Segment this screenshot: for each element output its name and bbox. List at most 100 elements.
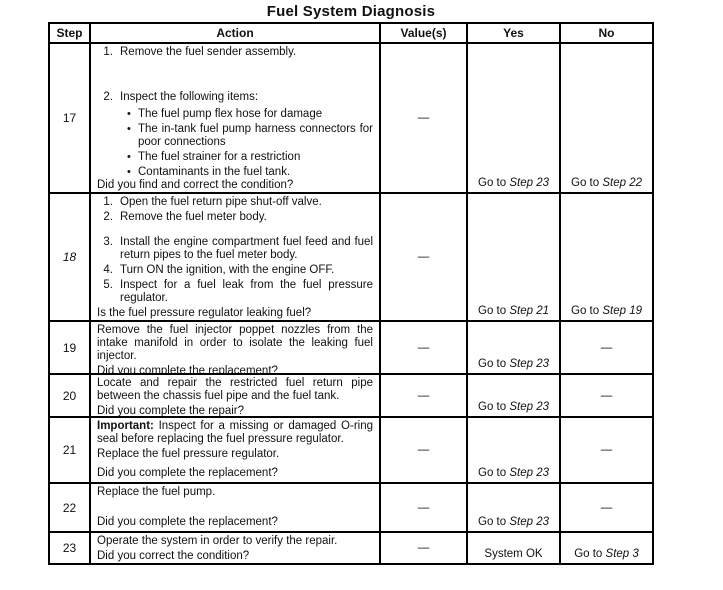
goto-text: Go to [574,548,603,560]
action-item: 4. Turn ON the ignition, with the engine… [97,264,373,277]
question-text: Did you complete the replacement? [97,365,278,373]
value-cell: — [381,375,468,416]
action-cell: Replace the fuel pump. Did you complete … [91,484,381,531]
table-row-step-18: 18 1. Open the fuel return pipe shut-off… [50,192,652,320]
action-item: 1. Open the fuel return pipe shut-off va… [97,196,373,209]
no-cell: Go to Step 3 [561,533,652,563]
goto-text: Go to [478,401,507,413]
action-text: Operate the system in order to verify th… [97,535,338,547]
header-step: Step [50,24,91,42]
no-cell: — [561,484,652,531]
table-header-row: Step Action Value(s) Yes No [50,24,652,42]
bullet-text: Contaminants in the fuel tank. [138,166,291,178]
goto-step-ref: Step 23 [509,358,549,370]
yes-cell: Go to Step 23 [468,418,561,482]
question-text: Did you correct the condition? [97,550,250,562]
value-cell: — [381,322,468,373]
value-cell: — [381,533,468,563]
bullet-item: • The in-tank fuel pump harness connecto… [127,123,373,149]
no-cell: Go to Step 19 [561,194,652,320]
item-text: Inspect the following items: [120,91,259,103]
goto-text: Go to [478,467,507,479]
bullet-text: The in-tank fuel pump harness connectors… [138,123,373,148]
no-cell: — [561,375,652,416]
table-row-step-17: 17 1. Remove the fuel sender assembly. 2… [50,42,652,192]
step-number: 21 [50,418,91,482]
item-text: Turn ON the ignition, with the engine OF… [120,264,335,276]
goto-step-ref: Step 23 [509,177,549,189]
value-cell: — [381,418,468,482]
yes-cell: Go to Step 21 [468,194,561,320]
bullet-text: The fuel pump flex hose for damage [138,108,323,120]
bullet-icon: • [127,151,131,163]
goto-step-ref: Step 23 [509,401,549,413]
item-text: Open the fuel return pipe shut-off valve… [120,196,322,208]
goto-step-ref: Step 3 [605,548,639,560]
item-number: 2. [103,211,113,223]
bullet-text: The fuel strainer for a restriction [138,151,301,163]
goto-step-ref: Step 23 [509,516,549,528]
action-cell: 1. Open the fuel return pipe shut-off va… [91,194,381,320]
header-action: Action [91,24,381,42]
action-cell: Important: Inspect for a missing or dama… [91,418,381,482]
item-number: 5. [103,279,113,291]
header-yes: Yes [468,24,561,42]
goto-text: Go to [478,305,507,317]
goto-text: Go to [478,516,507,528]
item-text: Remove the fuel meter body. [120,211,267,223]
question-text: Is the fuel pressure regulator leaking f… [97,307,312,319]
bullet-icon: • [127,123,131,135]
goto-step-ref: Step 21 [509,305,549,317]
goto-text: — [600,341,613,354]
action-cell: Remove the fuel injector poppet nozzles … [91,322,381,373]
bullet-item: • The fuel strainer for a restriction [127,151,373,164]
goto-text: Go to [478,358,507,370]
yes-cell: Go to Step 23 [468,375,561,416]
result-text: System OK [484,548,543,560]
header-values: Value(s) [381,24,468,42]
question-text: Did you complete the replacement? [97,516,278,528]
question-text: Did you complete the repair? [97,405,245,416]
no-cell: — [561,418,652,482]
action-item: 2. Remove the fuel meter body. [97,211,373,224]
important-note: Important: Inspect for a missing or dama… [97,420,373,446]
goto-step-ref: Step 23 [509,467,549,479]
page-title: Fuel System Diagnosis [266,3,436,20]
yes-cell: System OK [468,533,561,563]
action-item: 2. Inspect the following items: [97,91,373,104]
action-text: Replace the fuel pump. [97,486,216,498]
item-number: 4. [103,264,113,276]
yes-cell: Go to Step 23 [468,484,561,531]
item-number: 3. [103,236,113,248]
step-number: 22 [50,484,91,531]
step-number: 23 [50,533,91,563]
item-text: Inspect for a fuel leak from the fuel pr… [120,279,373,304]
important-text: Inspect for a missing or damaged O-ring … [97,420,373,445]
bullet-item: • The fuel pump flex hose for damage [127,108,373,121]
value-cell: — [381,194,468,320]
action-text: Remove the fuel injector poppet nozzles … [97,324,373,362]
action-cell: Locate and repair the restricted fuel re… [91,375,381,416]
goto-text: Go to [571,305,600,317]
header-no: No [598,26,615,40]
goto-text: Go to [478,177,507,189]
important-label: Important: [97,420,154,432]
action-text: Replace the fuel pressure regulator. [97,448,280,460]
diagnosis-table: Step Action Value(s) Yes No 17 1. Remove… [48,22,654,565]
no-cell: — [561,322,652,373]
yes-cell: Go to Step 23 [468,44,561,192]
goto-text: Go to [571,177,600,189]
bullet-icon: • [127,166,131,178]
action-item: 3. Install the engine compartment fuel f… [97,236,373,262]
action-cell: Operate the system in order to verify th… [91,533,381,563]
value-cell: — [381,44,468,192]
item-number: 1. [103,196,113,208]
step-number: 17 [50,44,91,192]
goto-text: — [600,389,613,402]
goto-step-ref: Step 19 [602,305,642,317]
item-text: Install the engine compartment fuel feed… [120,236,373,261]
action-item: 5. Inspect for a fuel leak from the fuel… [97,279,373,305]
item-number: 1. [103,46,113,58]
step-number: 19 [50,322,91,373]
value-cell: — [381,484,468,531]
